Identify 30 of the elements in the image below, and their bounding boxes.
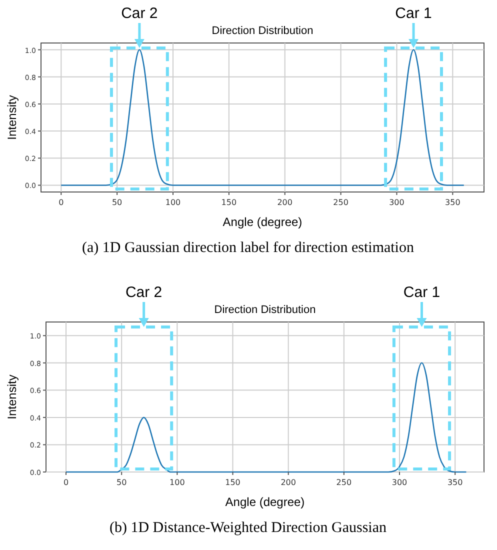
x-tick-label: 0 [58,198,64,207]
x-tick-label: 150 [221,198,237,207]
x-tick-label: 50 [116,478,127,487]
line-series [65,362,467,473]
text: Car 2 [121,5,158,22]
text: (b) 1D Distance-Weighted Direction Gaussian [109,520,388,536]
x-tick-label: 200 [277,198,293,207]
x-tick-label: 0 [63,478,69,487]
x-tick-label: 100 [165,198,181,207]
x-tick-label: 300 [389,198,404,207]
x-tick-label: 200 [280,478,296,487]
y-axis-title: Intensity [5,95,19,140]
text: (a) 1D Gaussian direction label for direction estimation [82,240,414,256]
x-tick-label: 300 [392,478,408,487]
x-axis-title: Angle (degree) [225,495,305,509]
x-axis-title: Angle (degree) [222,215,302,229]
x-tick-label: 350 [447,478,463,487]
text: Car 1 [395,5,432,22]
chart-title: Direction Distribution [214,304,316,316]
line-series [60,49,465,186]
x-tick-label: 250 [336,478,352,487]
text: Car 2 [125,284,162,301]
x-tick-label: 150 [225,478,240,487]
x-tick-label: 100 [170,478,185,487]
text: Car 1 [403,284,440,301]
chart-title: Direction Distribution [212,25,314,37]
y-axis-title: Intensity [5,374,19,420]
x-tick-label: 50 [112,198,122,207]
x-tick-label: 350 [445,198,460,207]
x-tick-label: 250 [333,198,348,207]
